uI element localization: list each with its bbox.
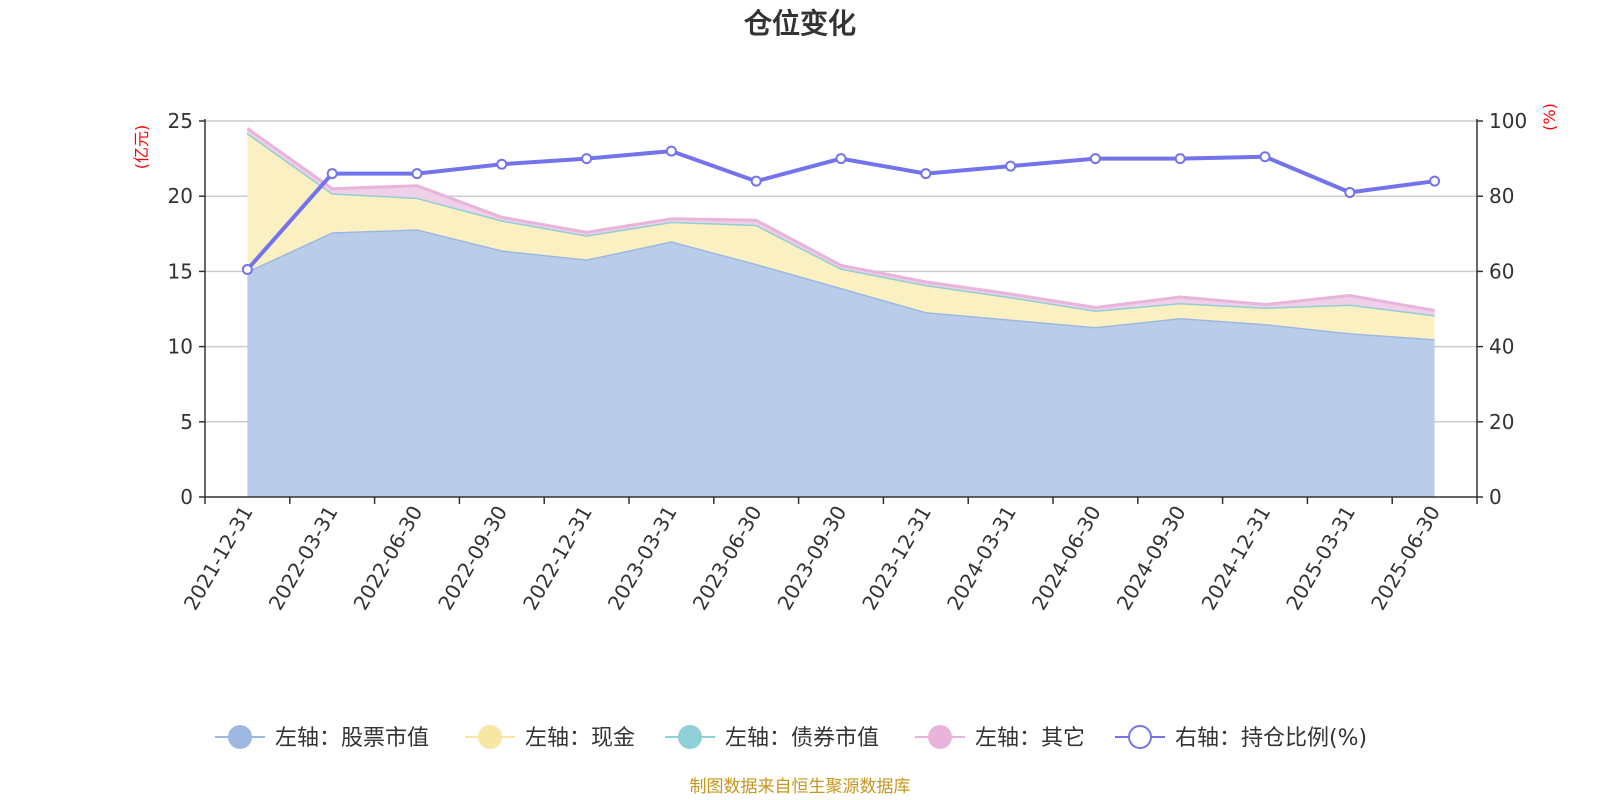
ratio-point bbox=[581, 153, 593, 165]
legend-label: 右轴：持仓比例(%) bbox=[1175, 726, 1367, 751]
ratio-point bbox=[920, 168, 932, 180]
x-tick-label: 2023-09-30 bbox=[772, 502, 851, 615]
left-tick-label: 20 bbox=[168, 184, 193, 208]
ratio-point bbox=[241, 264, 253, 276]
right-tick-label: 40 bbox=[1489, 335, 1514, 359]
x-tick-label: 2023-06-30 bbox=[688, 502, 767, 615]
area-左轴：股票市值 bbox=[247, 229, 1435, 498]
right-tick-label: 60 bbox=[1489, 259, 1514, 283]
ratio-line bbox=[241, 145, 1441, 276]
ratio-point bbox=[1429, 175, 1441, 187]
right-tick-label: 20 bbox=[1489, 410, 1514, 434]
left-tick-label: 15 bbox=[168, 259, 193, 283]
legend-marker bbox=[478, 725, 502, 749]
stacked-areas bbox=[246, 127, 1435, 498]
left-tick-label: 5 bbox=[180, 410, 193, 434]
x-tick-label: 2024-03-31 bbox=[942, 502, 1021, 615]
legend-item[interactable]: 左轴：债券市值 bbox=[665, 725, 879, 751]
x-tick-label: 2022-12-31 bbox=[518, 502, 597, 615]
ratio-point bbox=[496, 158, 508, 170]
legend-label: 左轴：债券市值 bbox=[725, 726, 879, 751]
left-tick-label: 0 bbox=[180, 485, 193, 509]
ratio-point bbox=[1089, 153, 1101, 165]
ratio-point bbox=[411, 168, 423, 180]
x-tick-label: 2025-03-31 bbox=[1281, 502, 1360, 615]
x-tick-label: 2021-12-31 bbox=[179, 502, 258, 615]
x-tick-label: 2023-03-31 bbox=[603, 502, 682, 615]
right-tick-label: 80 bbox=[1489, 184, 1514, 208]
legend-label: 左轴：股票市值 bbox=[275, 726, 429, 751]
area-左轴：现金 bbox=[247, 133, 1435, 340]
ratio-point bbox=[1174, 153, 1186, 165]
x-tick-label: 2022-06-30 bbox=[348, 502, 427, 615]
chart-title: 仓位变化 bbox=[744, 7, 856, 40]
legend-label: 左轴：现金 bbox=[525, 726, 635, 751]
left-axis-unit: (亿元) bbox=[132, 125, 151, 170]
x-tick-label: 2025-06-30 bbox=[1366, 502, 1445, 615]
x-tick-label: 2024-06-30 bbox=[1027, 502, 1106, 615]
x-tick-label: 2022-09-30 bbox=[433, 502, 512, 615]
left-tick-label: 25 bbox=[168, 109, 193, 133]
legend-marker bbox=[928, 725, 952, 749]
legend-item[interactable]: 左轴：其它 bbox=[915, 725, 1085, 751]
ratio-point bbox=[1005, 160, 1017, 172]
ratio-point bbox=[750, 175, 762, 187]
legend-item[interactable]: 左轴：股票市值 bbox=[215, 725, 429, 751]
left-tick-label: 10 bbox=[168, 335, 193, 359]
x-tick-label: 2022-03-31 bbox=[264, 502, 343, 615]
legend-marker bbox=[1128, 725, 1152, 749]
legend-marker bbox=[678, 725, 702, 749]
ratio-point bbox=[665, 145, 677, 157]
source-note: 制图数据来自恒生聚源数据库 bbox=[690, 777, 911, 797]
legend-item[interactable]: 右轴：持仓比例(%) bbox=[1115, 725, 1367, 751]
ratio-point bbox=[326, 168, 338, 180]
ratio-point bbox=[1259, 151, 1271, 163]
ratio-point bbox=[835, 153, 847, 165]
right-tick-label: 100 bbox=[1489, 109, 1527, 133]
x-tick-label: 2023-12-31 bbox=[857, 502, 936, 615]
right-axis-unit: (%) bbox=[1540, 103, 1559, 131]
legend-item[interactable]: 左轴：现金 bbox=[465, 725, 635, 751]
x-tick-label: 2024-09-30 bbox=[1112, 502, 1191, 615]
ratio-point bbox=[1344, 186, 1356, 198]
legend: 左轴：股票市值 左轴：现金 左轴：债券市值 左轴：其它 右轴：持仓比例(%) bbox=[215, 725, 1367, 751]
legend-marker bbox=[228, 725, 252, 749]
right-tick-label: 0 bbox=[1489, 485, 1502, 509]
x-tick-label: 2024-12-31 bbox=[1196, 502, 1275, 615]
area-edge-左轴：其它 bbox=[246, 127, 1435, 312]
legend-label: 左轴：其它 bbox=[975, 726, 1085, 751]
